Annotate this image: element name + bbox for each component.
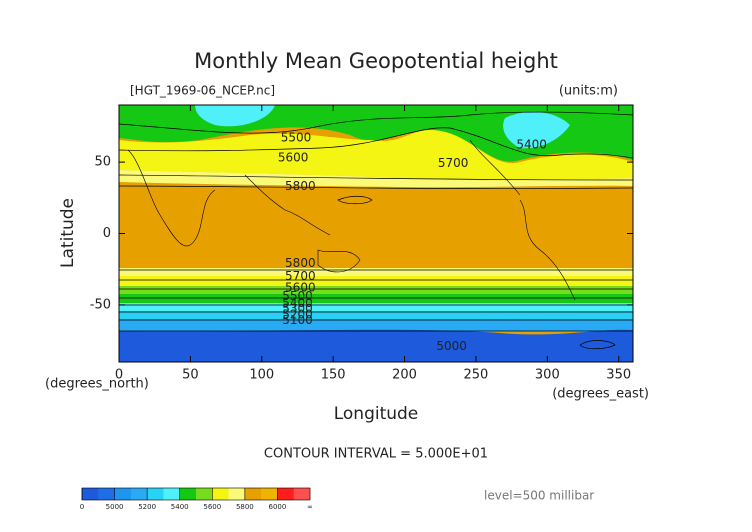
y-tick-label: 0 xyxy=(103,226,111,241)
colorbar-label: 5200 xyxy=(138,503,156,511)
contour-label: 5600 xyxy=(285,280,316,294)
colorbar-swatch xyxy=(293,488,311,500)
colorbar-swatch xyxy=(196,488,213,500)
contour-label: 5700 xyxy=(285,269,316,283)
contour-label: 5500 xyxy=(281,130,312,144)
colorbar-swatch xyxy=(98,488,115,500)
y-axis-label: Latitude xyxy=(58,198,78,268)
colorbar-label: 5000 xyxy=(106,503,124,511)
colorbar-label: ∞ xyxy=(307,503,313,511)
colorbar-swatch xyxy=(114,488,132,500)
x-tick-label: 100 xyxy=(249,368,274,383)
contour-label: 5500 xyxy=(282,289,313,303)
colorbar-label: 5400 xyxy=(171,503,189,511)
x-tick-label: 150 xyxy=(321,368,346,383)
y-tick-label: -50 xyxy=(90,297,111,312)
x-unit-label: (degrees_east) xyxy=(552,387,649,402)
colorbar-swatch xyxy=(277,488,295,500)
file-label: [HGT_1969-06_NCEP.nc] xyxy=(130,84,275,98)
colorbar-label: 0 xyxy=(80,503,84,511)
colorbar-swatch xyxy=(179,488,197,500)
colorbar-label: 6000 xyxy=(269,503,287,511)
chart-title: Monthly Mean Geopotential height xyxy=(194,49,558,73)
field xyxy=(119,105,633,362)
x-axis-label: Longitude xyxy=(334,404,419,424)
colorbar-swatch xyxy=(261,488,278,500)
contour-label: 5600 xyxy=(278,150,309,164)
colorbar-swatch xyxy=(212,488,229,500)
colorbar-swatch xyxy=(163,488,181,500)
contour-label: 5800 xyxy=(285,256,316,270)
units-label: (units:m) xyxy=(559,84,618,99)
colorbar-label: 5800 xyxy=(236,503,254,511)
level-label: level=500 millibar xyxy=(484,489,594,503)
x-tick-label: 50 xyxy=(182,368,199,383)
colorbar-swatch xyxy=(228,488,246,500)
contour-label: 5800 xyxy=(285,179,316,193)
colorbar-label: 5600 xyxy=(203,503,221,511)
contour-label: 5700 xyxy=(438,156,469,170)
colorbar-swatch xyxy=(147,488,164,500)
x-tick-label: 200 xyxy=(392,368,417,383)
contour-interval: CONTOUR INTERVAL = 5.000E+01 xyxy=(264,447,488,462)
contour-label: 5400 xyxy=(516,137,547,151)
contour-label: 5100 xyxy=(282,313,313,327)
y-unit-label: (degrees_north) xyxy=(45,377,149,392)
y-tick-label: 50 xyxy=(94,155,111,170)
x-tick-label: 0 xyxy=(115,368,123,383)
x-tick-label: 350 xyxy=(606,368,631,383)
colorbar-swatch xyxy=(82,488,99,500)
colorbar-swatch xyxy=(244,488,262,500)
x-tick-label: 300 xyxy=(535,368,560,383)
contour-label: 5400 xyxy=(282,296,313,310)
contour-label: 5000 xyxy=(436,339,467,353)
contour-label: 5300 xyxy=(282,302,313,316)
contour-label: 5200 xyxy=(282,307,313,321)
x-tick-label: 250 xyxy=(464,368,489,383)
colorbar-swatch xyxy=(130,488,148,500)
